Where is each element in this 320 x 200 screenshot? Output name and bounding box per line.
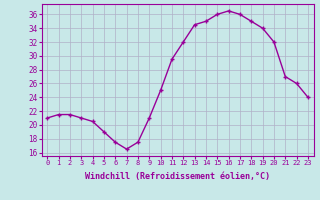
X-axis label: Windchill (Refroidissement éolien,°C): Windchill (Refroidissement éolien,°C)	[85, 172, 270, 181]
